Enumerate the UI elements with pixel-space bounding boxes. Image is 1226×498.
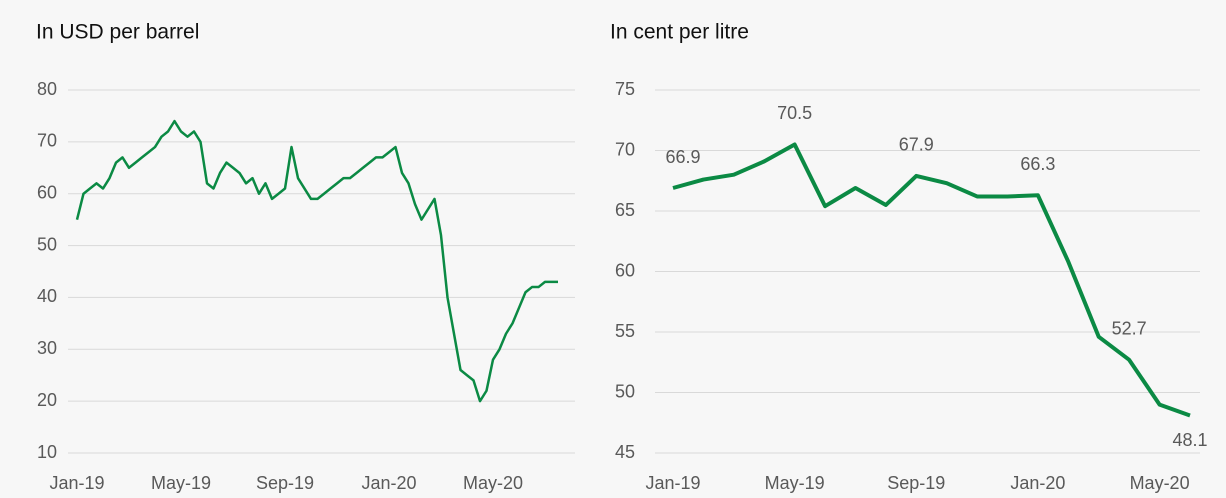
x-tick-label: May-19 — [151, 473, 211, 493]
y-tick-label: 80 — [37, 79, 57, 99]
line — [75, 119, 558, 403]
x-tick-label: Jan-20 — [361, 473, 416, 493]
y-tick-label: 30 — [37, 338, 57, 358]
x-tick-label: May-20 — [463, 473, 523, 493]
data-label: 52.7 — [1112, 319, 1147, 339]
y-tick-label: 75 — [615, 79, 635, 99]
y-tick-label: 60 — [615, 260, 635, 280]
y-tick-label: 55 — [615, 321, 635, 341]
y-tick-label: 20 — [37, 390, 57, 410]
y-tick-label: 70 — [615, 139, 635, 159]
x-tick-label: Sep-19 — [256, 473, 314, 493]
line — [672, 142, 1191, 418]
y-tick-label: 10 — [37, 442, 57, 462]
x-tick-label: May-19 — [765, 473, 825, 493]
y-tick-label: 70 — [37, 131, 57, 151]
y-tick-label: 50 — [615, 381, 635, 401]
data-label: 66.9 — [665, 147, 700, 167]
y-tick-label: 60 — [37, 182, 57, 202]
y-tick-label: 45 — [615, 442, 635, 462]
x-tick-label: Jan-20 — [1010, 473, 1065, 493]
chart-title: In cent per litre — [610, 21, 749, 44]
x-tick-label: Jan-19 — [49, 473, 104, 493]
x-tick-label: May-20 — [1130, 473, 1190, 493]
y-tick-label: 50 — [37, 234, 57, 254]
data-label: 48.1 — [1172, 430, 1207, 450]
y-tick-label: 40 — [37, 286, 57, 306]
data-label: 67.9 — [899, 135, 934, 155]
x-tick-label: Sep-19 — [887, 473, 945, 493]
data-label: 66.3 — [1020, 154, 1055, 174]
chart-title: In USD per barrel — [36, 21, 199, 44]
x-tick-label: Jan-19 — [645, 473, 700, 493]
data-label: 70.5 — [777, 103, 812, 123]
y-tick-label: 65 — [615, 200, 635, 220]
